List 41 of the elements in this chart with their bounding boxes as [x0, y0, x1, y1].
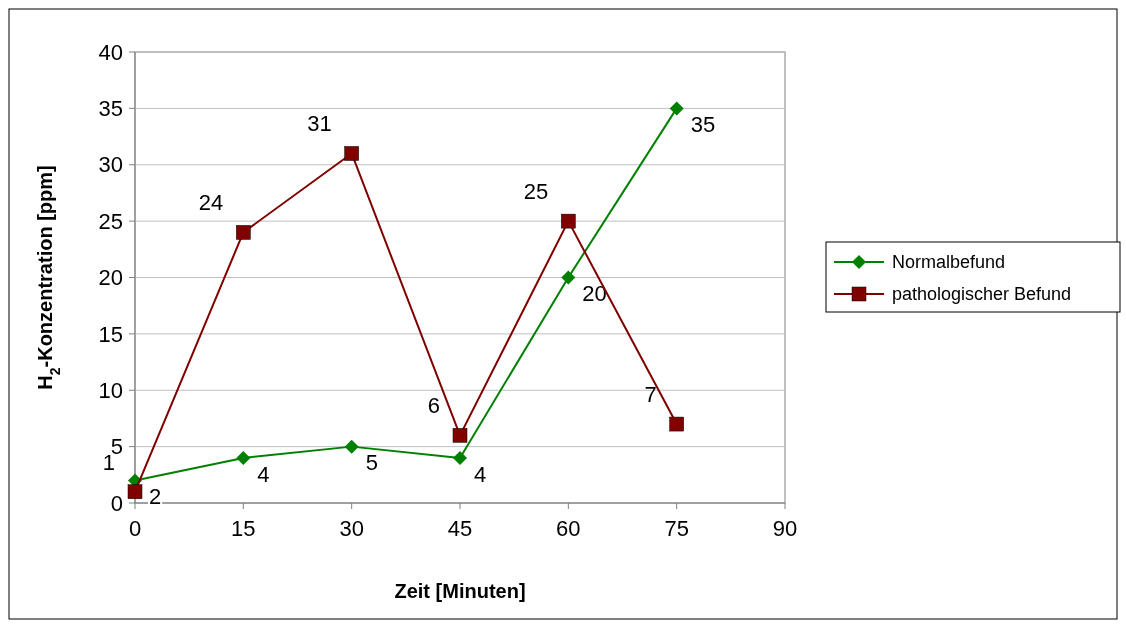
x-tick-label: 75	[664, 516, 689, 541]
point	[344, 439, 359, 454]
point	[236, 450, 251, 465]
data-label: 24	[198, 190, 224, 216]
data-label: 6	[427, 393, 440, 419]
point	[561, 270, 576, 285]
x-tick-label: 45	[447, 516, 473, 541]
x-tick-label: 60	[556, 516, 581, 541]
data-label: 4	[474, 461, 487, 487]
legend-label: Normalbefund	[892, 252, 1006, 273]
point	[236, 225, 251, 240]
y-tick-label: 10	[98, 377, 123, 403]
point	[561, 213, 576, 229]
y-tick-label: 30	[98, 152, 123, 178]
y-tick-label: 40	[98, 39, 123, 65]
y-tick-label: 5	[110, 434, 123, 460]
data-label: 25	[523, 179, 549, 205]
data-label: 7	[644, 382, 657, 408]
point	[127, 484, 143, 499]
x-tick-label: 90	[772, 516, 798, 541]
data-label: 2	[149, 484, 162, 510]
y-tick-label: 0	[110, 490, 123, 516]
x-tick-label: 0	[128, 516, 142, 541]
x-tick-label: 15	[231, 516, 256, 541]
data-label: 5	[365, 450, 378, 476]
point	[344, 146, 359, 161]
y-tick-label: 15	[98, 321, 123, 347]
data-label: 31	[307, 111, 332, 137]
point	[669, 416, 684, 432]
point	[453, 450, 467, 465]
data-label: 4	[257, 461, 270, 487]
y-tick-label: 25	[98, 208, 123, 234]
x-axis-title: Zeit [Minuten]	[394, 580, 526, 602]
y-tick-label: 20	[98, 265, 123, 291]
x-tick-label: 30	[339, 516, 364, 541]
y-tick-label: 35	[98, 96, 123, 122]
point	[669, 101, 684, 116]
data-label: 20	[582, 281, 607, 307]
data-label: 35	[690, 112, 716, 138]
point	[452, 428, 468, 443]
legend-label: pathologischer Befund	[892, 284, 1072, 305]
